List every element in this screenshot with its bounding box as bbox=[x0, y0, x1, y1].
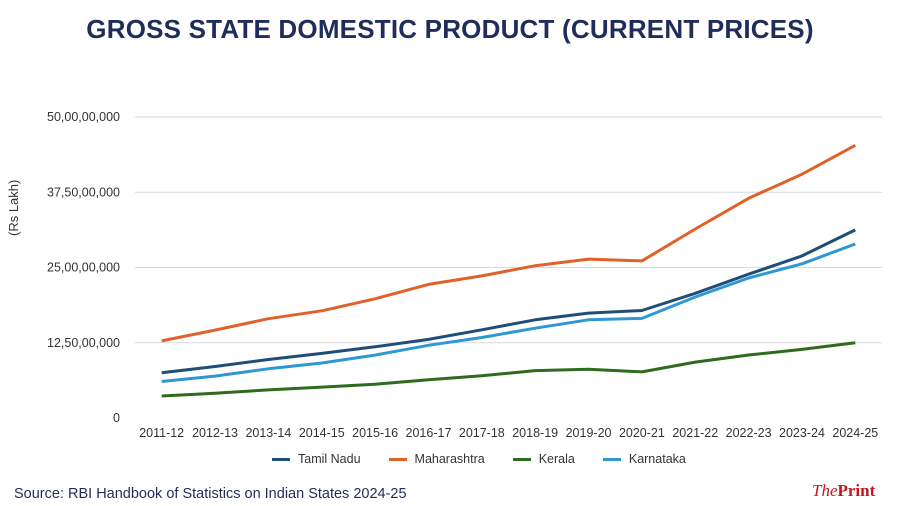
y-tick-label: 25,00,00,000 bbox=[47, 261, 120, 275]
legend-item-karnataka: Karnataka bbox=[602, 452, 686, 466]
y-tick-label: 0 bbox=[113, 411, 120, 425]
y-tick-labels: 0 12,50,00,000 25,00,00,000 37,50,00,000 50,… bbox=[47, 110, 120, 425]
y-tick-label: 50,00,00,000 bbox=[47, 110, 120, 124]
x-tick-label: 2014-15 bbox=[299, 426, 345, 440]
x-tick-label: 2019-20 bbox=[566, 426, 612, 440]
series-line-tamil-nadu bbox=[161, 228, 856, 375]
legend-label: Maharashtra bbox=[414, 452, 485, 466]
legend-swatch bbox=[512, 457, 531, 461]
grid-lines bbox=[135, 116, 882, 419]
series-line-maharashtra bbox=[161, 143, 857, 343]
legend-swatch bbox=[272, 457, 290, 461]
legend-label: Tamil Nadu bbox=[298, 452, 361, 466]
x-tick-label: 2018-19 bbox=[512, 426, 558, 440]
source-note: Source: RBI Handbook of Statistics on In… bbox=[14, 486, 407, 502]
y-tick-label: 37,50,00,000 bbox=[47, 185, 120, 199]
legend-label: Kerala bbox=[538, 452, 575, 466]
series-lines bbox=[161, 143, 857, 398]
legend-swatch bbox=[388, 457, 407, 461]
x-tick-label: 2023-24 bbox=[779, 426, 825, 440]
x-tick-label: 2011-12 bbox=[139, 426, 184, 440]
series-line-karnataka bbox=[161, 242, 856, 383]
x-tick-label: 2024-25 bbox=[832, 426, 878, 440]
x-tick-labels: 2011-12 2012-13 2013-14 2014-15 2015-16 2016-… bbox=[139, 426, 878, 440]
legend-swatch bbox=[602, 457, 621, 461]
legend-item-tamil-nadu: Tamil Nadu bbox=[272, 452, 361, 466]
legend-item-maharashtra: Maharashtra bbox=[388, 452, 485, 466]
x-tick-label: 2016-17 bbox=[406, 426, 452, 440]
x-tick-label: 2021-22 bbox=[672, 426, 718, 440]
y-tick-label: 12,50,00,000 bbox=[47, 336, 120, 350]
legend-label: Karnataka bbox=[628, 452, 686, 466]
theprint-logo: ThePrint bbox=[812, 481, 876, 500]
legend-item-kerala: Kerala bbox=[512, 452, 575, 466]
x-tick-label: 2017-18 bbox=[459, 426, 505, 440]
x-tick-label: 2015-16 bbox=[352, 426, 398, 440]
x-tick-label: 2013-14 bbox=[245, 426, 291, 440]
legend: Tamil Nadu Maharashtra Kerala Karnataka bbox=[272, 452, 686, 466]
x-tick-label: 2022-23 bbox=[726, 426, 772, 440]
series-line-kerala bbox=[161, 341, 856, 398]
x-tick-label: 2020-21 bbox=[619, 426, 665, 440]
chart-title: GROSS STATE DOMESTIC PRODUCT (CURRENT PR… bbox=[86, 14, 814, 44]
x-tick-label: 2012-13 bbox=[192, 426, 238, 440]
